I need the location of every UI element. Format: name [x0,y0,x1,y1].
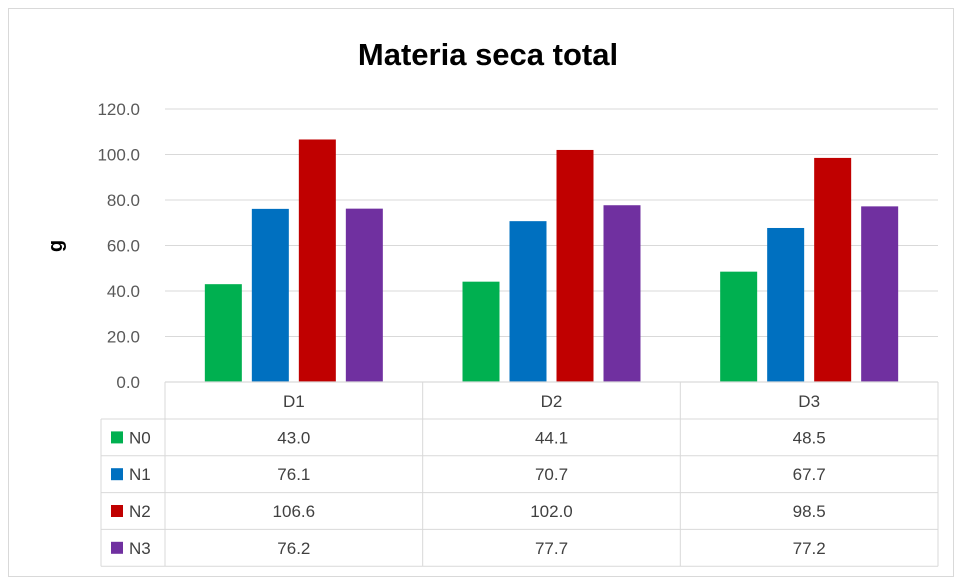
bars [204,139,899,382]
y-tick-label: 20.0 [107,328,140,347]
legend-label: N3 [129,539,151,558]
legend-label: N1 [129,465,151,484]
y-tick-label: 120.0 [97,100,140,119]
y-tick-label: 40.0 [107,282,140,301]
bar-n3-d3 [861,206,899,382]
data-label: 43.0 [277,428,310,447]
data-label: 44.1 [535,428,568,447]
data-label: 77.7 [535,539,568,558]
data-label: 76.1 [277,465,310,484]
legend-swatch [111,468,123,481]
bar-n1-d3 [767,227,805,382]
legend-swatch [111,431,123,444]
data-label: 48.5 [793,428,826,447]
bar-n0-d2 [462,281,500,382]
bar-n2-d1 [298,139,336,382]
data-label: 67.7 [793,465,826,484]
bar-n0-d3 [720,271,758,382]
bar-n2-d3 [814,157,852,382]
legend-swatch [111,541,123,554]
y-tick-label: 80.0 [107,191,140,210]
gridlines [165,108,938,337]
data-label: 77.2 [793,539,826,558]
bar-n0-d1 [204,284,242,382]
bar-n1-d1 [251,208,289,382]
legend-swatch [111,505,123,517]
y-axis-ticks: 0.0 20.0 40.0 60.0 80.0 100.0 120.0 [97,100,140,392]
y-axis-label: g [45,240,67,252]
data-label: 76.2 [277,539,310,558]
bar-n3-d1 [345,208,383,382]
chart-title: Materia seca total [358,37,618,72]
x-tick-label: D3 [798,392,820,411]
x-tick-label: D1 [283,392,305,411]
bar-n2-d2 [556,149,594,382]
bar-n1-d2 [509,221,547,382]
y-tick-label: 0.0 [116,373,140,392]
y-tick-label: 100.0 [97,146,140,165]
x-tick-label: D2 [541,392,563,411]
legend-label: N0 [129,428,151,447]
legend-label: N2 [129,502,151,521]
data-label: 102.0 [530,502,573,521]
bar-n3-d2 [603,205,641,382]
y-tick-label: 60.0 [107,237,140,256]
data-label: 106.6 [273,502,316,521]
data-label: 98.5 [793,502,826,521]
data-table: D1 D2 D3 N0 43.0 44.1 48.5 N1 76.1 70.7 67.7 N2 106.… [100,381,939,567]
data-label: 70.7 [535,465,568,484]
chart-frame [8,8,954,577]
